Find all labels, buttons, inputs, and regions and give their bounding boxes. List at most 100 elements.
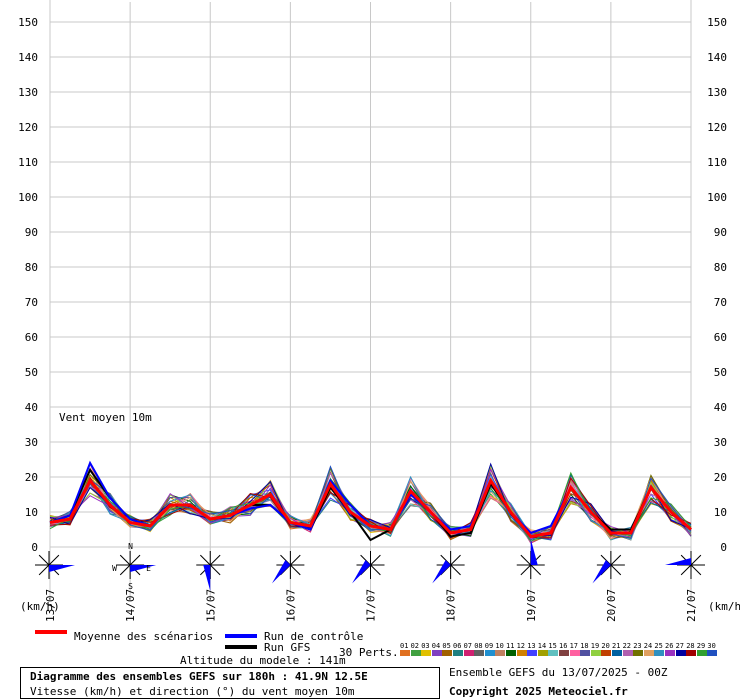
perturbation-swatch: [559, 650, 569, 656]
rose-spoke: [450, 554, 461, 566]
rose-spoke: [290, 564, 301, 576]
wind-pennant: [352, 560, 371, 584]
perturbation-swatch: [474, 650, 485, 656]
perturbation-swatch: [686, 650, 697, 656]
rose-spoke: [48, 554, 60, 566]
x-date-label: 19/07: [525, 589, 538, 622]
rose-spoke: [610, 554, 622, 566]
y-tick-left: 110: [18, 156, 38, 169]
perturbation-swatch: [675, 650, 686, 656]
legend-mean-swatch: [35, 630, 67, 634]
footer-title: Diagramme des ensembles GEFS sur 180h : …: [30, 670, 368, 683]
y-unit-left: (km/h): [20, 600, 60, 613]
y-tick-right: 60: [714, 331, 727, 344]
perturbation-id: 25: [654, 642, 663, 650]
rose-spoke: [38, 554, 50, 566]
perturbation-swatch: [442, 650, 453, 656]
y-tick-right: 10: [714, 506, 727, 519]
x-date-label: 17/07: [365, 589, 378, 622]
wind-rose: [116, 551, 157, 579]
wind-pennant: [432, 560, 451, 584]
wind-pennant: [271, 560, 291, 584]
perturbation-id: 24: [643, 642, 653, 650]
perturbation-id: 01: [400, 642, 409, 650]
perturbation-id: 12: [516, 642, 526, 650]
footer-subtitle: Vitesse (km/h) et direction (°) du vent …: [30, 685, 355, 698]
y-tick-right: 30: [714, 436, 727, 449]
perturbation-id: 05: [442, 642, 451, 650]
y-tick-right: 120: [707, 121, 727, 134]
x-axis-date-labels: 13/07 14/07 15/07 16/07 17/07 18/07 19/07 20/07…: [44, 589, 698, 622]
wind-pennant: [665, 558, 691, 565]
chart-grid: [49, 0, 692, 600]
perturbation-id: 28: [686, 642, 695, 650]
rose-spoke: [370, 554, 381, 566]
perturbation-id: 03: [421, 642, 430, 650]
perturbation-swatch: [495, 650, 506, 656]
perturbation-swatch: [453, 650, 463, 656]
perturbation-swatch: [463, 650, 474, 656]
y-tick-left: 80: [25, 261, 38, 274]
perturbation-swatch: [665, 650, 675, 656]
perturbation-swatch: [537, 650, 548, 656]
perturbation-swatch: [400, 650, 410, 656]
wind-pennant: [203, 565, 211, 591]
series-line: [49, 477, 692, 539]
y-tick-right: 0: [720, 541, 727, 554]
perturbation-swatch: [506, 650, 516, 656]
perturbation-swatch: [431, 650, 442, 656]
y-tick-right: 70: [714, 296, 727, 309]
x-date-label: 15/07: [204, 589, 217, 622]
y-tick-left: 130: [18, 86, 38, 99]
perturbation-id: 17: [569, 642, 579, 650]
wind-rose: [35, 551, 75, 579]
wind-rose: [352, 551, 385, 584]
perturbation-id: 20: [601, 642, 610, 650]
y-tick-left: 90: [25, 226, 38, 239]
x-date-label: 18/07: [445, 589, 458, 622]
x-date-label: 13/07: [44, 589, 57, 622]
perturbation-swatch: [580, 650, 591, 656]
perturbation-id: 08: [474, 642, 483, 650]
perturbation-id: 11: [506, 642, 515, 650]
perturbation-id: 23: [633, 642, 642, 650]
perturbation-swatch: [601, 650, 612, 656]
y-tick-left: 120: [18, 121, 38, 134]
perturbation-swatch: [484, 650, 495, 656]
legend-perts-label: 30 Perts.: [339, 646, 399, 659]
wind-rose: [432, 551, 465, 584]
perturbation-swatch: [654, 650, 665, 656]
perturbation-id: 19: [590, 642, 600, 650]
wind-direction-arrows: N S W E: [35, 539, 705, 591]
y-tick-right: 130: [707, 86, 727, 99]
y-tick-right: 90: [714, 226, 727, 239]
y-tick-left: 60: [25, 331, 38, 344]
perturbation-id: 02: [410, 642, 420, 650]
y-tick-right: 140: [707, 51, 727, 64]
y-axis-left-ticks: 0 10 20 30 40 50 60 70 80 90 100 110 120 130 140 150: [18, 16, 38, 554]
perturbation-id: 27: [675, 642, 685, 650]
wind-rose: [665, 551, 705, 579]
main-series-lines: [49, 460, 692, 542]
y-tick-left: 50: [25, 366, 38, 379]
perturbation-swatch: [527, 650, 538, 656]
perturbation-swatch: [516, 650, 527, 656]
perturbation-id: 09: [484, 642, 494, 650]
perturbation-swatch: [410, 650, 421, 656]
y-tick-right: 110: [707, 156, 727, 169]
perturbation-id: 30: [707, 642, 716, 650]
rose-spoke: [610, 564, 622, 576]
wind-rose: [516, 539, 545, 579]
rose-spoke: [290, 554, 301, 566]
rose-spoke: [209, 554, 221, 566]
footer-run: Ensemble GEFS du 13/07/2025 - 00Z: [449, 666, 668, 679]
perturbation-swatch: [696, 650, 707, 656]
perturbation-id: 22: [622, 642, 632, 650]
rose-spoke: [209, 564, 221, 576]
compass-letter: N: [128, 542, 133, 551]
perturbation-id: 21: [612, 642, 621, 650]
perturbation-id: 26: [665, 642, 674, 650]
x-date-label: 16/07: [284, 589, 297, 622]
wind-pennant: [530, 539, 538, 565]
